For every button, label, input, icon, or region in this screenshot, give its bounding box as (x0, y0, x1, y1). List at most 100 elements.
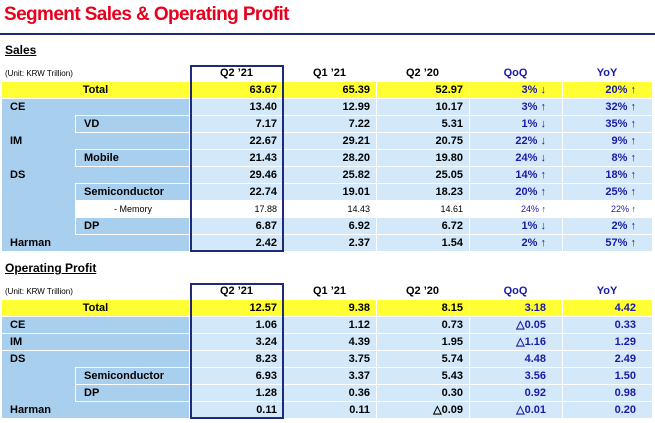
value-cell: 1% ↓ (470, 218, 562, 234)
value-cell: 14.43 (284, 201, 376, 217)
value-cell: 12.99 (284, 99, 376, 115)
value-cell: 19.80 (377, 150, 469, 166)
column-header: QoQ (503, 67, 528, 79)
value-cell: 3% ↓ (470, 82, 562, 98)
value-cell: 18.23 (377, 184, 469, 200)
value-cell: 6.92 (284, 218, 376, 234)
value-cell: 6.72 (377, 218, 469, 234)
value-cell: 52.97 (377, 82, 469, 98)
value-cell: 10.17 (377, 99, 469, 115)
value-cell: 0.98 (563, 385, 652, 401)
section-heading: Operating Profit (5, 261, 97, 275)
value-cell: 8.15 (377, 300, 469, 316)
highlight-box (190, 283, 284, 419)
value-cell: 3.56 (470, 368, 562, 384)
value-cell: 20% ↑ (470, 184, 562, 200)
row-label: DP (76, 218, 189, 234)
value-cell: 19.01 (284, 184, 376, 200)
value-cell: 0.33 (563, 317, 652, 333)
value-cell: 2.42 (191, 235, 283, 251)
value-cell: 4.42 (563, 300, 652, 316)
value-cell: 7.17 (191, 116, 283, 132)
value-cell: 2% ↑ (470, 235, 562, 251)
row-label: Harman (2, 235, 189, 251)
value-cell: △1.16 (470, 334, 562, 350)
value-cell: △0.01 (470, 402, 562, 418)
value-cell: 0.11 (284, 402, 376, 418)
value-cell: △0.09 (377, 402, 469, 418)
value-cell: 25.82 (284, 167, 376, 183)
row-label: IM (2, 133, 189, 149)
row-label: Harman (2, 402, 189, 418)
value-cell: 5.43 (377, 368, 469, 384)
row-label: DS (2, 167, 189, 183)
value-cell: 1.50 (563, 368, 652, 384)
column-header: QoQ (503, 285, 528, 297)
value-cell: 4.48 (470, 351, 562, 367)
value-cell: 65.39 (284, 82, 376, 98)
row-label: CE (2, 99, 189, 115)
value-cell: 8% ↑ (563, 150, 652, 166)
column-header: Q1 ’21 (312, 67, 347, 79)
row-label: CE (2, 317, 189, 333)
value-cell: 25% ↑ (563, 184, 652, 200)
column-header: Q2 ’20 (405, 285, 440, 297)
value-cell: 0.11 (191, 402, 283, 418)
label-strip (2, 384, 75, 402)
value-cell: △0.05 (470, 317, 562, 333)
value-cell: 14.61 (377, 201, 469, 217)
value-cell: 8.23 (191, 351, 283, 367)
value-cell: 3.18 (470, 300, 562, 316)
value-cell: 3.24 (191, 334, 283, 350)
row-label: DS (2, 351, 189, 367)
unit-note: (Unit: KRW Trillion) (5, 69, 73, 78)
column-header: YoY (596, 285, 618, 297)
row-label: Semiconductor (76, 368, 189, 384)
value-cell: 6.87 (191, 218, 283, 234)
row-label: Semiconductor (76, 184, 189, 200)
label-strip (2, 149, 75, 167)
highlight-box (190, 65, 284, 252)
value-cell: 1.06 (191, 317, 283, 333)
value-cell: 14% ↑ (470, 167, 562, 183)
value-cell: 21.43 (191, 150, 283, 166)
value-cell: 9.38 (284, 300, 376, 316)
value-cell: 20.75 (377, 133, 469, 149)
value-cell: 28.20 (284, 150, 376, 166)
label-strip (2, 217, 75, 235)
value-cell: 57% ↑ (563, 235, 652, 251)
value-cell: 18% ↑ (563, 167, 652, 183)
value-cell: 22.74 (191, 184, 283, 200)
value-cell: 63.67 (191, 82, 283, 98)
value-cell: 13.40 (191, 99, 283, 115)
column-header: Q2 ’20 (405, 67, 440, 79)
row-label: DP (76, 385, 189, 401)
value-cell: 22.67 (191, 133, 283, 149)
column-header: Q2 ’21 (219, 67, 254, 79)
value-cell: 4.39 (284, 334, 376, 350)
label-strip (2, 200, 75, 218)
value-cell: 1.95 (377, 334, 469, 350)
row-label: Mobile (76, 150, 189, 166)
value-cell: 5.74 (377, 351, 469, 367)
value-cell: 32% ↑ (563, 99, 652, 115)
value-cell: 1.28 (191, 385, 283, 401)
value-cell: 2% ↑ (563, 218, 652, 234)
value-cell: 22% ↑ (563, 201, 652, 217)
title: Segment Sales & Operating Profit (4, 4, 289, 25)
column-header: YoY (596, 67, 618, 79)
value-cell: 1% ↓ (470, 116, 562, 132)
value-cell: 20% ↑ (563, 82, 652, 98)
value-cell: 3% ↑ (470, 99, 562, 115)
value-cell: 7.22 (284, 116, 376, 132)
value-cell: 1.12 (284, 317, 376, 333)
value-cell: 22% ↓ (470, 133, 562, 149)
column-header: Q2 ’21 (219, 285, 254, 297)
value-cell: 5.31 (377, 116, 469, 132)
label-strip (2, 183, 75, 201)
value-cell: 3.37 (284, 368, 376, 384)
value-cell: 29.46 (191, 167, 283, 183)
value-cell: 25.05 (377, 167, 469, 183)
row-label: VD (76, 116, 189, 132)
